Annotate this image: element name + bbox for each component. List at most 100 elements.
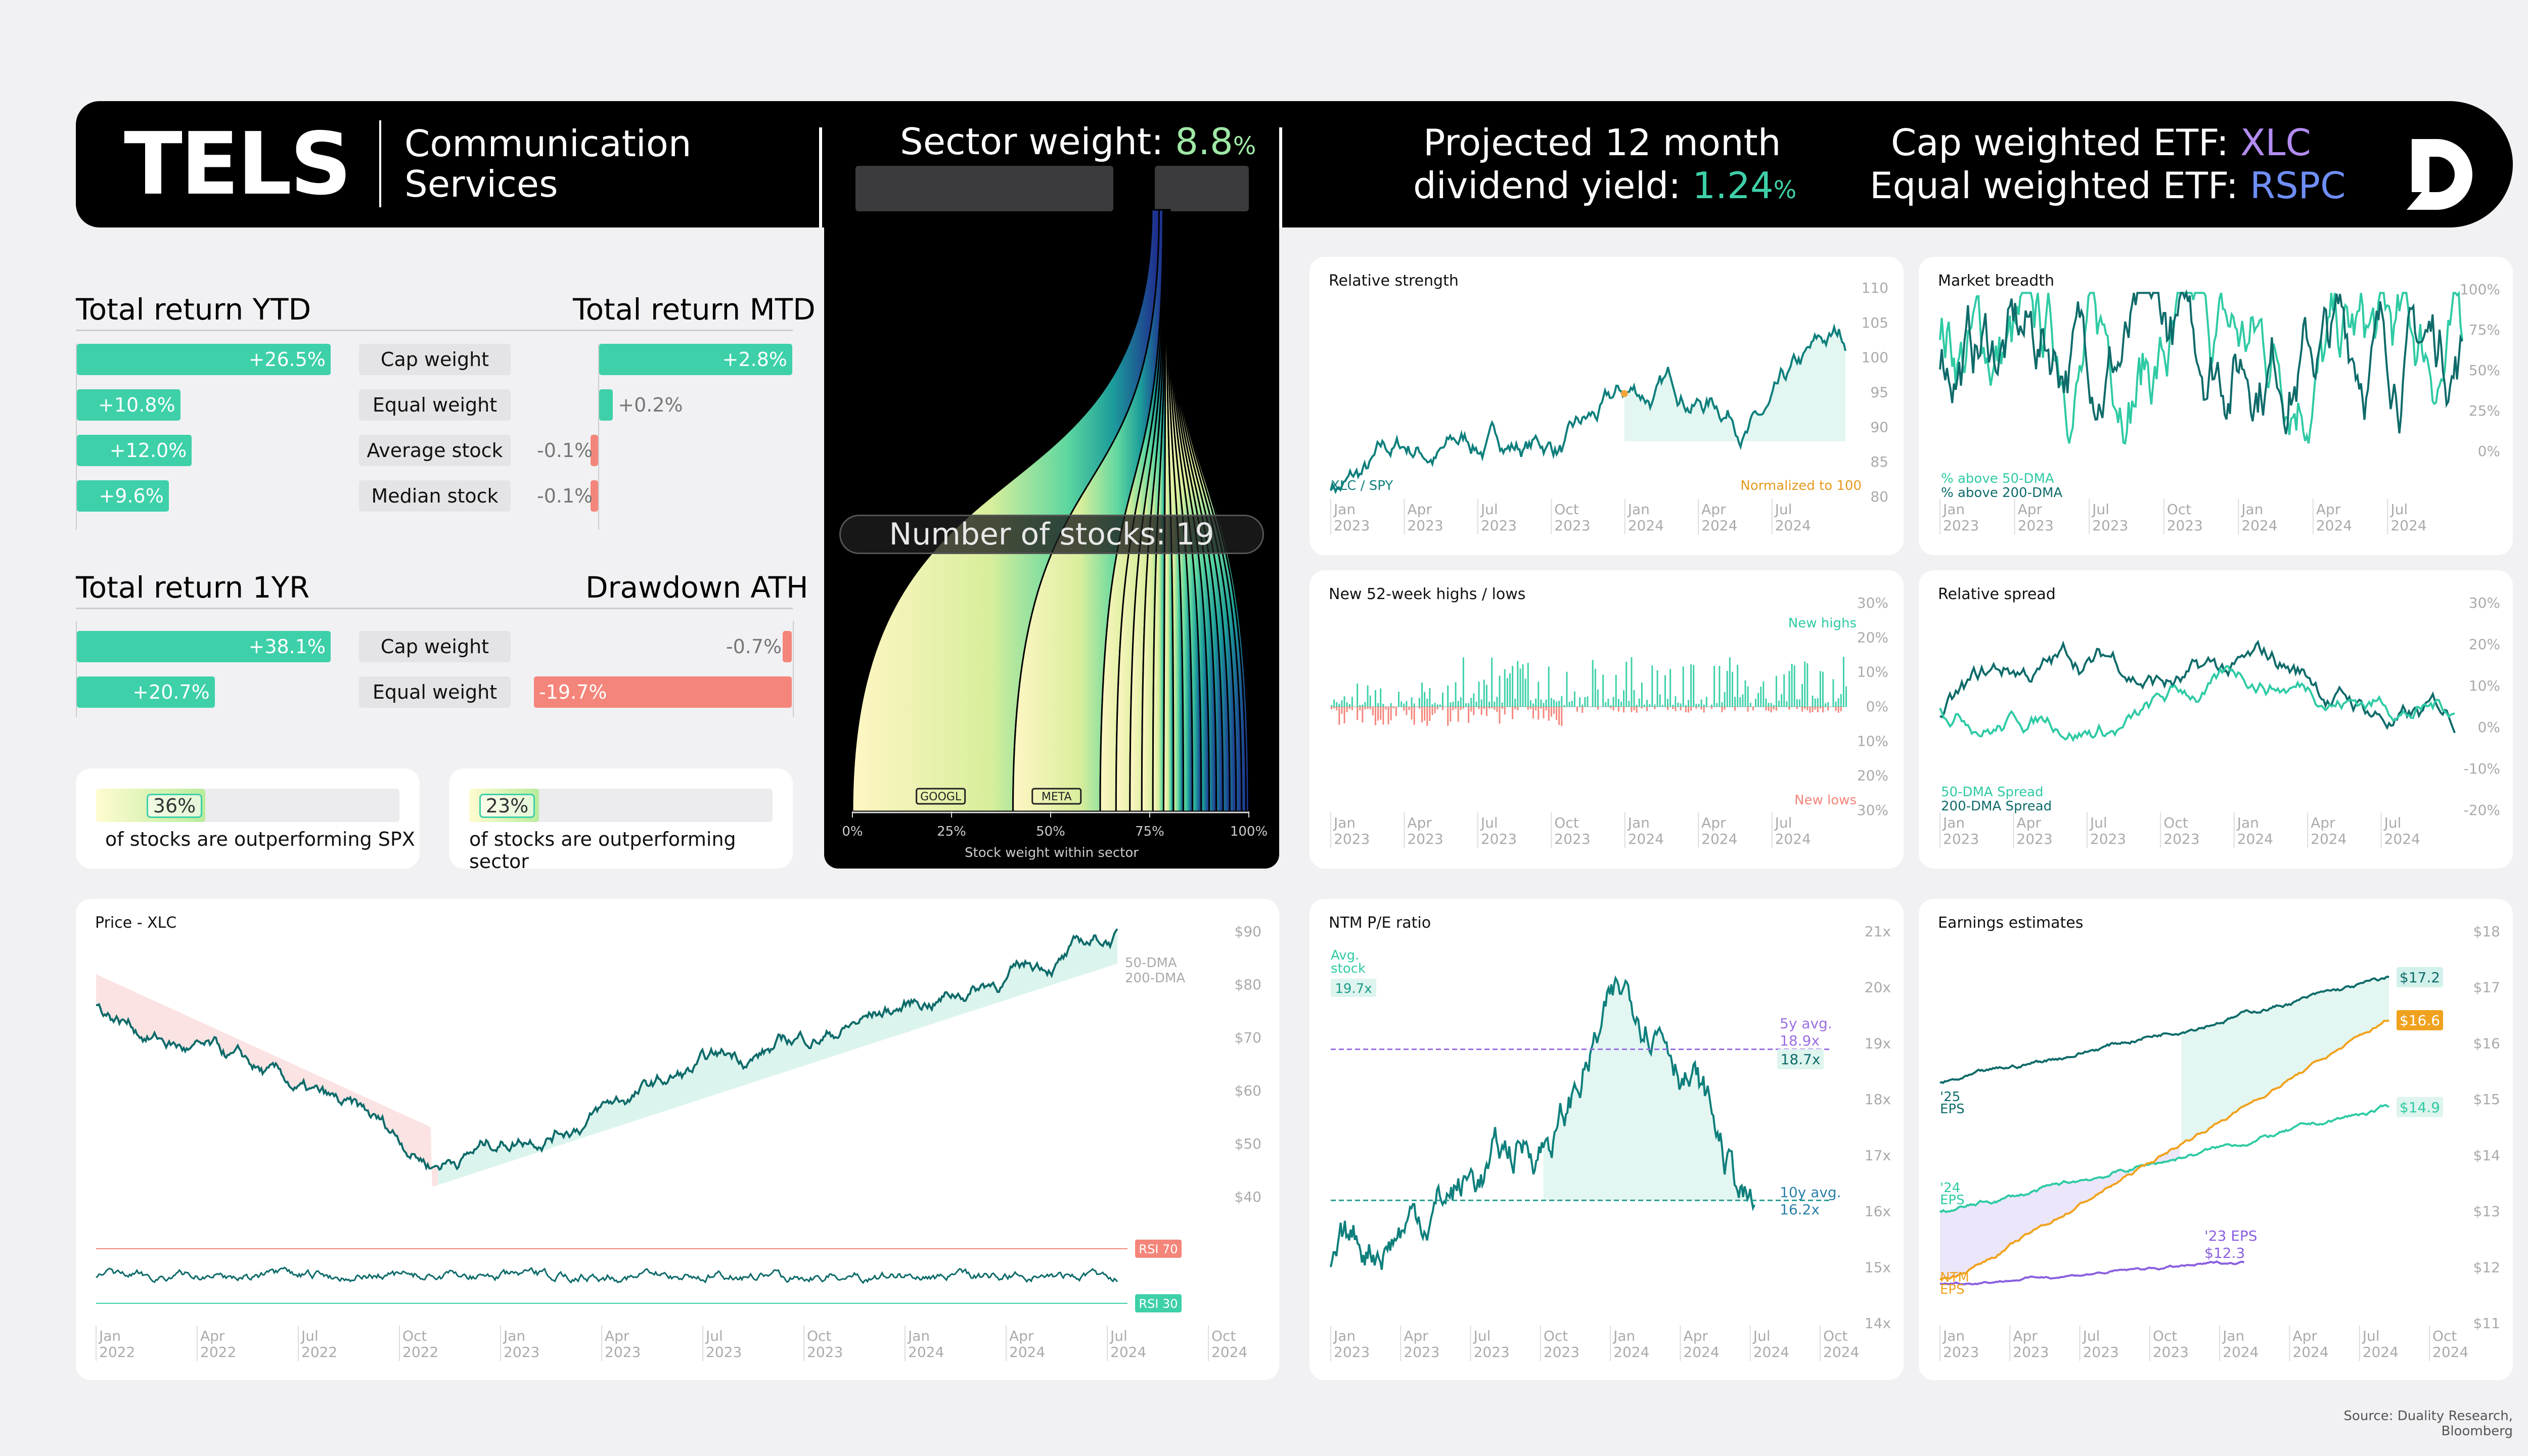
high-bar bbox=[1827, 702, 1829, 707]
mtd-axis bbox=[598, 344, 599, 530]
y-tick: $90 bbox=[1235, 923, 1261, 940]
low-bar bbox=[1641, 707, 1643, 709]
avg-stock-label1: Avg. bbox=[1331, 948, 1359, 963]
high-bar bbox=[1540, 699, 1542, 707]
y-tick: 25% bbox=[2469, 402, 2500, 419]
low-bar bbox=[1491, 707, 1493, 709]
x-tick: Jul bbox=[1473, 1328, 1491, 1344]
low-bar bbox=[1752, 707, 1754, 711]
low-bar bbox=[1556, 707, 1558, 720]
eps24-label1: '24 bbox=[1940, 1180, 1960, 1196]
high-bar bbox=[1369, 695, 1371, 707]
y-tick: $60 bbox=[1235, 1082, 1261, 1099]
avg5-label: 5y avg. bbox=[1780, 1015, 1832, 1032]
x-tick: 2022 bbox=[99, 1344, 135, 1360]
breadth-title: Market breadth bbox=[1938, 272, 2055, 290]
low-bar bbox=[1395, 707, 1397, 716]
dma200-label: 200-DMA bbox=[1125, 971, 1185, 986]
high-bar bbox=[1770, 703, 1772, 707]
high-bar bbox=[1807, 663, 1809, 707]
low-bar bbox=[1331, 707, 1332, 710]
weights-panel: Sector weight: 8.8% 0% 25% 50% 75% 100% Stock… bbox=[824, 101, 1279, 869]
low-bar bbox=[1710, 707, 1712, 709]
high-bar bbox=[1636, 704, 1638, 707]
x-tick: 2023 bbox=[807, 1344, 843, 1360]
breadth-50dma bbox=[1939, 291, 2463, 445]
x-tick: Apr bbox=[2016, 814, 2041, 831]
low-bar bbox=[1840, 707, 1842, 711]
x-tick: 2024 bbox=[1775, 517, 1811, 534]
spread-title: Relative spread bbox=[1938, 585, 2056, 603]
high-bar bbox=[1491, 657, 1493, 707]
spx-value: 36% bbox=[147, 794, 202, 818]
avg-stock-label2: stock bbox=[1331, 961, 1366, 976]
y-tick: 100 bbox=[1862, 349, 1888, 366]
eps-area-1 bbox=[2181, 976, 2389, 1144]
high-bar bbox=[1775, 676, 1777, 707]
x-tick: 2023 bbox=[1554, 831, 1590, 847]
x-tick: 2024 bbox=[1701, 517, 1737, 534]
y-tick: $13 bbox=[2473, 1203, 2500, 1220]
x-tick: 2023 bbox=[1943, 1344, 1979, 1360]
x-tick: 2024 bbox=[1823, 1344, 1859, 1360]
x-tick: Apr bbox=[1683, 1328, 1708, 1344]
high-bar bbox=[1406, 701, 1408, 707]
low-bar bbox=[1462, 707, 1464, 709]
avg10-label: 10y avg. bbox=[1780, 1184, 1841, 1201]
spread-chart: 30%20%10%0%-10%-20%Jan2023Apr2023Jul2023… bbox=[1939, 595, 2500, 848]
eps-chart: $18$17$16$15$14$13$12$11Jan2023Apr2023Ju… bbox=[1939, 923, 2500, 1361]
spx-text: of stocks are outperforming SPX bbox=[105, 828, 415, 850]
weight-tick: 0% bbox=[842, 824, 863, 839]
high-bar bbox=[1548, 666, 1550, 707]
dd-bar: -19.7% bbox=[534, 676, 792, 708]
y-tick: $80 bbox=[1235, 976, 1261, 993]
low-bar bbox=[1367, 707, 1369, 709]
high-bar bbox=[1592, 660, 1594, 707]
rs-line bbox=[1330, 323, 1846, 494]
low-bar bbox=[1387, 707, 1389, 724]
high-bar bbox=[1480, 699, 1482, 707]
mtd-bar: +2.8% bbox=[599, 344, 792, 375]
x-tick: Jan bbox=[1942, 814, 1965, 831]
source-note: Source: Duality Research, Bloomberg bbox=[2343, 1408, 2513, 1439]
low-bar bbox=[1617, 707, 1619, 712]
y-tick: $12 bbox=[2473, 1259, 2500, 1276]
low-bar bbox=[1765, 707, 1767, 711]
high-bar bbox=[1462, 657, 1464, 707]
low-bar bbox=[1488, 707, 1491, 709]
eps23-label: '23 EPS bbox=[2204, 1227, 2258, 1244]
high-bar bbox=[1338, 703, 1340, 707]
high-bar bbox=[1514, 699, 1516, 707]
eps24-value-badge bbox=[2397, 1097, 2443, 1117]
high-bar bbox=[1710, 704, 1712, 707]
eps25-value-badge bbox=[2397, 967, 2443, 987]
high-bar bbox=[1731, 671, 1733, 707]
high-bar bbox=[1659, 694, 1661, 707]
stock-label: GOOGL bbox=[920, 791, 962, 803]
high-bar bbox=[1465, 703, 1467, 707]
high-bar bbox=[1457, 701, 1459, 707]
low-bar bbox=[1411, 707, 1413, 720]
high-bar bbox=[1796, 699, 1798, 707]
x-tick: Jul bbox=[2091, 501, 2109, 518]
high-bar bbox=[1512, 666, 1514, 707]
high-bar bbox=[1573, 691, 1575, 707]
low-bar bbox=[1450, 707, 1452, 722]
eps-area-2 bbox=[1940, 1145, 2180, 1280]
high-bar bbox=[1773, 705, 1775, 707]
avg-stock-value: 19.7x bbox=[1335, 981, 1372, 996]
hl-bottom-note: New lows bbox=[1794, 793, 1857, 808]
high-bar bbox=[1543, 703, 1545, 707]
x-tick: 2024 bbox=[2363, 1344, 2399, 1360]
low-bar bbox=[1434, 707, 1436, 713]
low-bar bbox=[1343, 707, 1345, 723]
rsi70-badge bbox=[1135, 1240, 1182, 1258]
low-bar bbox=[1357, 707, 1359, 720]
high-bar bbox=[1594, 669, 1596, 707]
ntm-label2: EPS bbox=[1940, 1282, 1965, 1297]
x-tick: 2024 bbox=[1701, 831, 1737, 847]
high-bar bbox=[1517, 661, 1519, 707]
low-bar bbox=[1667, 707, 1669, 710]
x-tick: 2024 bbox=[1613, 1344, 1649, 1360]
low-bar bbox=[1382, 707, 1384, 725]
